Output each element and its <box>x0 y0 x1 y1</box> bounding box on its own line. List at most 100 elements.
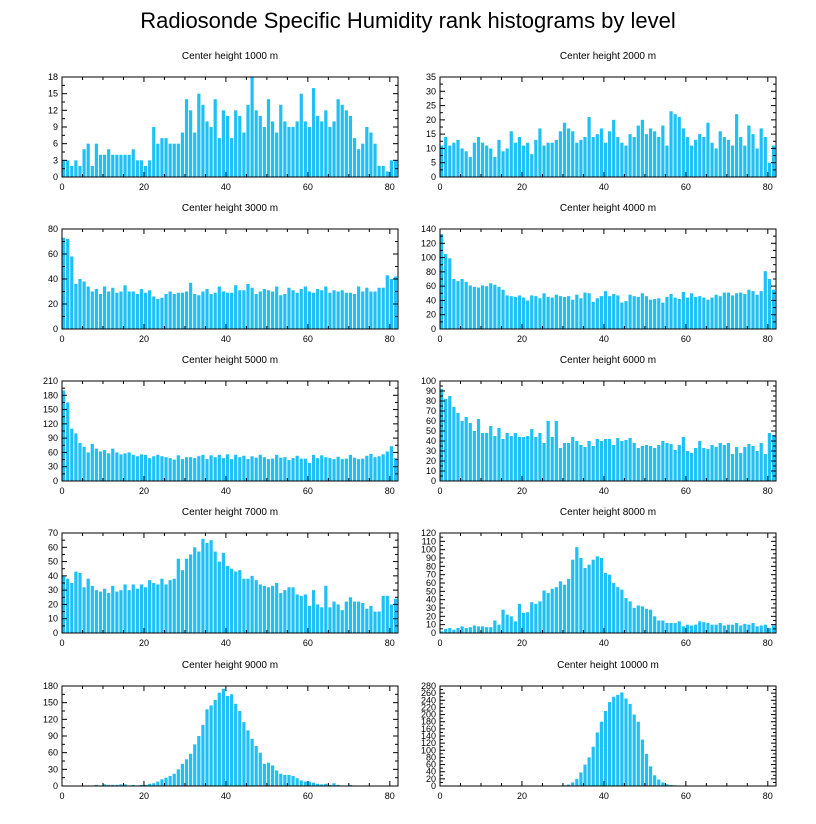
y-tick-label: 150 <box>43 698 58 708</box>
histogram-bar <box>489 148 493 177</box>
x-tick-label: 20 <box>139 791 149 801</box>
histogram-bar <box>739 137 743 177</box>
histogram-bar <box>311 454 316 481</box>
histogram-bar <box>505 433 509 481</box>
histogram-bar <box>295 778 299 786</box>
histogram-bar <box>238 290 242 329</box>
histogram-bar <box>152 296 156 329</box>
histogram-bar <box>213 292 217 329</box>
histogram-bar <box>131 454 135 481</box>
histogram-bar <box>653 616 657 633</box>
histogram-bar <box>70 583 74 633</box>
histogram-bar <box>320 290 324 329</box>
histogram-bar <box>299 458 303 481</box>
y-tick-label: 20 <box>48 299 58 309</box>
histogram-bar <box>295 292 299 329</box>
histogram-bar <box>168 143 172 177</box>
histogram-bar <box>115 292 119 329</box>
histogram-bar <box>180 459 185 481</box>
histogram-bar <box>620 302 624 329</box>
histogram-bar <box>119 590 123 633</box>
histogram-bar <box>468 423 472 481</box>
histogram-bar <box>509 296 513 329</box>
histogram-bar <box>152 783 156 786</box>
histogram-bar <box>340 610 344 633</box>
histogram-bar <box>283 294 287 329</box>
histogram-bar <box>250 287 254 329</box>
histogram-bar <box>689 453 694 481</box>
histogram-bar <box>230 459 234 481</box>
histogram-bar <box>86 578 90 633</box>
panel-title: Center height 6000 m <box>560 355 656 366</box>
histogram-bar <box>694 139 698 177</box>
histogram-bar <box>554 294 558 329</box>
y-tick-label: 80 <box>426 561 436 571</box>
histogram-bar <box>485 627 489 633</box>
histogram-bar <box>669 784 673 786</box>
histogram-bar <box>558 581 563 633</box>
y-tick-label: 260 <box>421 688 436 698</box>
histogram-bar <box>316 783 320 786</box>
histogram-bar <box>644 608 649 633</box>
histogram-bar <box>184 759 189 786</box>
histogram-bar <box>102 588 107 633</box>
histogram-bar <box>513 433 517 481</box>
histogram-bar <box>509 131 513 177</box>
histogram-bar <box>238 711 242 786</box>
y-tick-label: 3 <box>53 155 58 165</box>
histogram-bar <box>456 628 460 633</box>
y-tick-label: 40 <box>48 274 58 284</box>
histogram-bar <box>135 456 139 481</box>
y-tick-label: 160 <box>421 724 436 734</box>
histogram-bar <box>710 445 714 481</box>
histogram-bar <box>316 604 320 633</box>
histogram-bar <box>156 299 160 329</box>
y-tick-label: 180 <box>421 717 436 727</box>
histogram-bar <box>661 441 665 481</box>
histogram-bar <box>291 587 295 633</box>
histogram-bar <box>107 453 111 481</box>
histogram-bar <box>644 445 649 481</box>
histogram-bar <box>624 598 628 633</box>
histogram-bar <box>612 119 616 177</box>
histogram-bar <box>493 284 497 329</box>
histogram-bar <box>246 284 250 329</box>
histogram-bar <box>209 294 213 329</box>
histogram-bar <box>562 443 567 481</box>
histogram-bar <box>148 290 152 329</box>
y-tick-label: 0 <box>431 781 436 791</box>
histogram-bar <box>303 594 307 633</box>
histogram-bar <box>258 752 262 786</box>
histogram-bar <box>143 784 148 786</box>
histogram-bar <box>595 732 599 786</box>
histogram-bar <box>217 454 221 481</box>
panel-title: Center height 8000 m <box>560 507 656 518</box>
y-tick-label: 70 <box>426 406 436 416</box>
histogram-bar <box>735 293 739 329</box>
y-tick-label: 20 <box>426 456 436 466</box>
histogram-bar <box>444 254 448 329</box>
histogram-bar <box>628 134 632 177</box>
histogram-bar <box>550 297 554 329</box>
histogram-bar <box>291 458 295 481</box>
histogram-bar <box>275 132 279 177</box>
histogram-bar <box>591 559 595 633</box>
histogram-bar <box>221 291 225 329</box>
histogram-bar <box>98 154 103 177</box>
histogram-bar <box>567 296 571 329</box>
panel-title: Center height 1000 m <box>182 51 278 62</box>
x-tick-label: 20 <box>517 638 527 648</box>
histogram-bar <box>336 604 340 633</box>
histogram-bar <box>628 438 632 481</box>
histogram-bar <box>571 299 575 329</box>
histogram-bar <box>706 623 710 633</box>
histogram-bar <box>270 765 275 786</box>
histogram-bar <box>603 439 608 481</box>
histogram-bar <box>599 721 603 786</box>
histogram-bar <box>344 110 348 177</box>
panel-title: Center height 2000 m <box>560 51 656 62</box>
histogram-bar <box>636 296 640 329</box>
histogram-bar <box>530 295 534 329</box>
histogram-bar <box>460 421 464 481</box>
histogram-bar <box>139 160 144 177</box>
